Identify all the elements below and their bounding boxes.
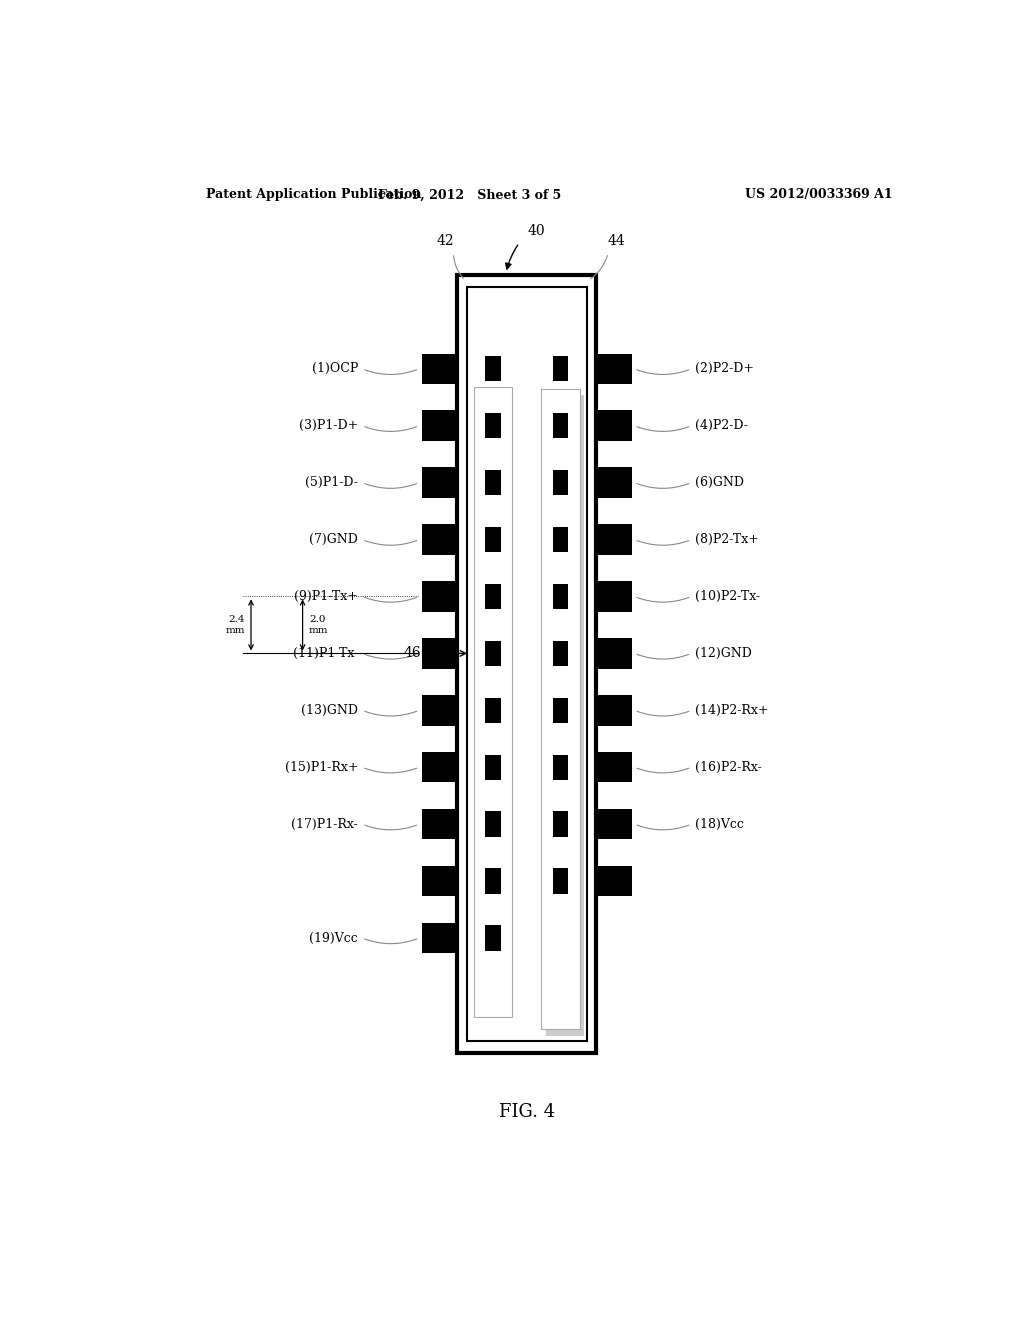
Bar [422,866,458,896]
Text: (1)OCP: (1)OCP [311,362,358,375]
Bar [422,923,458,953]
Bar [485,869,501,894]
Bar [422,638,458,669]
Bar [422,524,458,554]
Bar [422,752,458,783]
Bar [596,581,632,611]
Bar [422,809,458,840]
Bar [553,413,568,438]
Bar [596,866,632,896]
Text: (9)P1-Tx+: (9)P1-Tx+ [294,590,358,603]
Bar [485,583,501,609]
Bar [458,276,596,1053]
Text: (10)P2-Tx-: (10)P2-Tx- [695,590,761,603]
Text: (4)P2-D-: (4)P2-D- [695,420,749,432]
Text: (7)GND: (7)GND [309,533,358,546]
Bar [485,697,501,723]
Bar [596,752,632,783]
Bar [485,470,501,495]
Bar [485,812,501,837]
Bar [596,467,632,498]
Text: (17)P1-Rx-: (17)P1-Rx- [292,817,358,830]
Bar [485,413,501,438]
Text: (15)P1-Rx+: (15)P1-Rx+ [285,760,358,774]
Text: 40: 40 [527,223,545,238]
Bar [596,696,632,726]
Bar [553,812,568,837]
Text: (18)Vcc: (18)Vcc [695,817,744,830]
Text: 2.4
mm: 2.4 mm [225,615,245,635]
Bar [596,354,632,384]
Text: (13)GND: (13)GND [301,704,358,717]
Text: (16)P2-Rx-: (16)P2-Rx- [695,760,762,774]
Text: (11)P1-Tx-: (11)P1-Tx- [293,647,358,660]
Bar [553,470,568,495]
Bar [542,389,580,1030]
Text: Patent Application Publication: Patent Application Publication [206,189,421,202]
Bar [485,925,501,950]
Bar [553,697,568,723]
Text: (8)P2-Tx+: (8)P2-Tx+ [695,533,760,546]
Bar [553,869,568,894]
Bar [467,288,587,1040]
Bar [553,527,568,552]
Text: 2.0
mm: 2.0 mm [309,615,329,635]
Bar [553,356,568,381]
Text: (3)P1-D+: (3)P1-D+ [299,420,358,432]
Bar [422,467,458,498]
Bar [553,583,568,609]
Bar [422,411,458,441]
Bar [485,755,501,780]
Bar [485,640,501,667]
Bar [546,395,585,1036]
Bar [596,411,632,441]
Bar [553,640,568,667]
Text: FIG. 4: FIG. 4 [499,1102,555,1121]
Text: (5)P1-D-: (5)P1-D- [305,477,358,490]
Text: (14)P2-Rx+: (14)P2-Rx+ [695,704,769,717]
Bar [596,524,632,554]
Text: (19)Vcc: (19)Vcc [309,932,358,945]
Bar [553,755,568,780]
Bar [474,387,512,1018]
Text: 46: 46 [404,647,422,660]
Text: 42: 42 [436,234,455,248]
Bar [422,354,458,384]
Bar [485,356,501,381]
Text: (6)GND: (6)GND [695,477,744,490]
Bar [422,581,458,611]
Text: Feb. 9, 2012   Sheet 3 of 5: Feb. 9, 2012 Sheet 3 of 5 [378,189,561,202]
Bar [422,696,458,726]
Bar [485,527,501,552]
Bar [596,638,632,669]
Bar [596,809,632,840]
Text: US 2012/0033369 A1: US 2012/0033369 A1 [744,189,892,202]
Text: 44: 44 [607,234,625,248]
Text: (12)GND: (12)GND [695,647,753,660]
Text: (2)P2-D+: (2)P2-D+ [695,362,755,375]
